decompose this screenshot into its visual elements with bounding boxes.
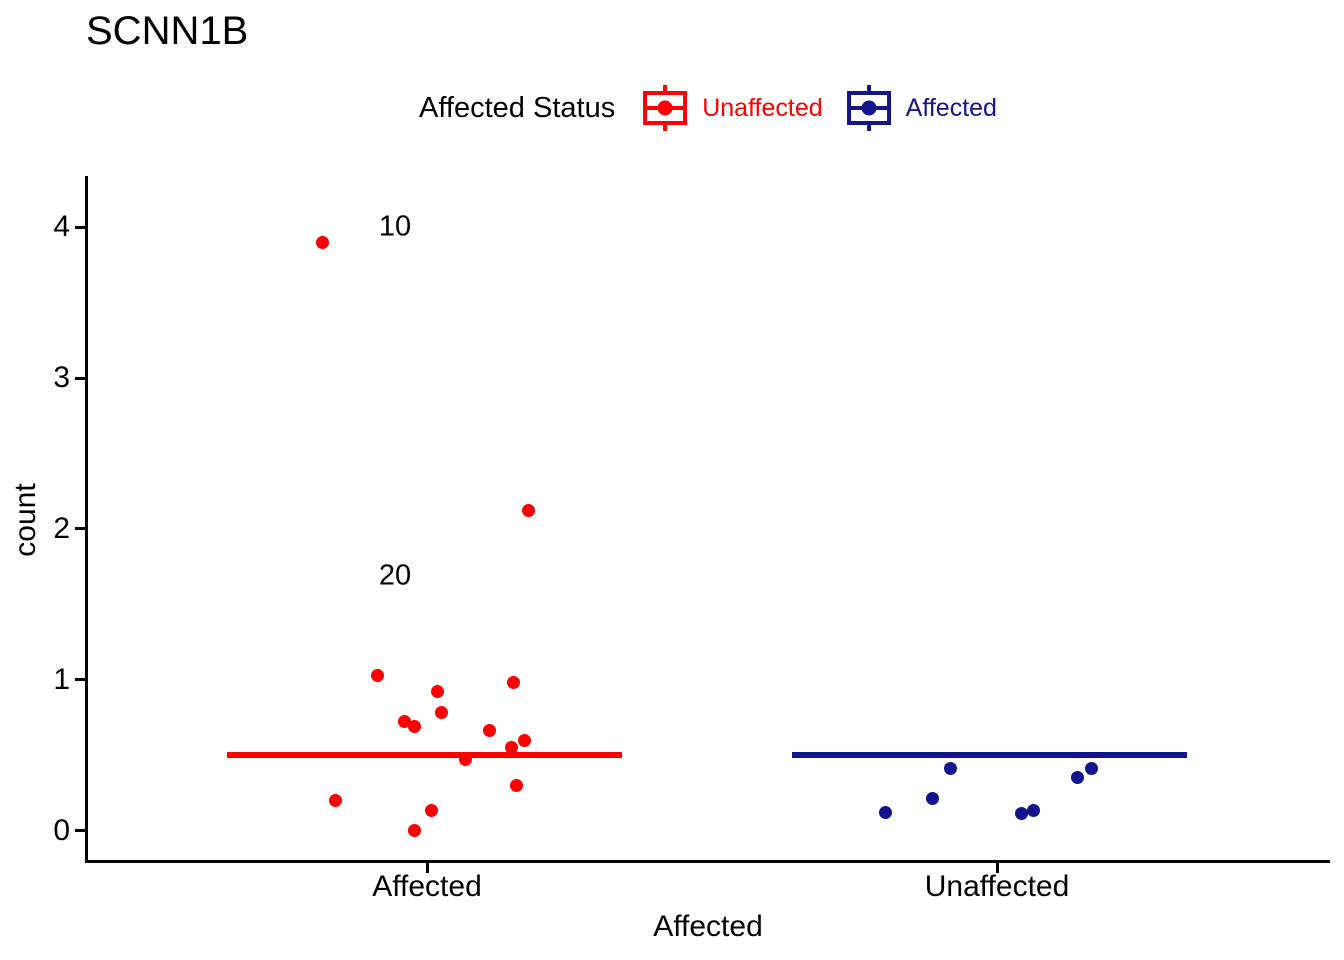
point-annotation: 10 [378, 210, 412, 243]
legend-item-unaffected: Unaffected [639, 82, 823, 134]
y-tick-label: 4 [53, 210, 70, 244]
data-point [370, 668, 384, 682]
y-tick-mark [75, 376, 85, 380]
data-point [328, 793, 342, 807]
x-category-label: Affected [372, 870, 482, 903]
y-tick-mark [75, 678, 85, 682]
data-point [509, 778, 523, 792]
data-point [430, 685, 444, 699]
data-point [1014, 807, 1028, 821]
y-tick-mark [75, 527, 85, 531]
legend-title: Affected Status [419, 91, 616, 124]
crossbar-unaffected [227, 752, 622, 759]
data-point [407, 824, 421, 837]
y-tick-label: 3 [53, 361, 70, 395]
crossbar-affected [792, 752, 1187, 759]
x-axis-title: Affected [653, 910, 763, 943]
x-tick-mark [995, 863, 999, 873]
legend-item-label: Unaffected [702, 93, 823, 122]
y-tick-label: 1 [53, 662, 70, 696]
chart-title: SCNN1B [86, 9, 249, 53]
x-category-label: Unaffected [924, 870, 1070, 903]
y-tick-mark [75, 225, 85, 229]
data-point [517, 733, 531, 747]
data-point [397, 715, 411, 729]
x-tick-mark [425, 863, 429, 873]
y-tick-label: 2 [53, 511, 70, 545]
legend-item-affected: Affected [843, 82, 997, 134]
data-point [482, 724, 496, 738]
x-axis-line [85, 860, 1330, 863]
data-point [1084, 762, 1098, 776]
data-point [943, 762, 957, 776]
y-axis-title: count [9, 483, 42, 557]
crossbar-key-icon [846, 85, 891, 131]
y-axis-line [85, 176, 88, 863]
data-point [521, 504, 535, 518]
data-point [504, 741, 518, 755]
legend: Affected Status Unaffected Affected [419, 80, 997, 136]
data-point [878, 805, 892, 819]
data-point [434, 706, 448, 720]
legend-item-label: Affected [905, 93, 997, 122]
data-point [925, 792, 939, 806]
crossbar-key-icon [643, 85, 688, 131]
y-tick-mark [75, 829, 85, 832]
data-point [506, 676, 520, 690]
point-annotation: 20 [378, 559, 412, 592]
data-point [458, 753, 472, 767]
data-point [407, 719, 421, 733]
data-point [1070, 771, 1084, 785]
data-point [424, 804, 438, 818]
data-point [315, 235, 329, 249]
y-tick-label: 0 [53, 813, 70, 847]
data-point [1026, 804, 1040, 818]
